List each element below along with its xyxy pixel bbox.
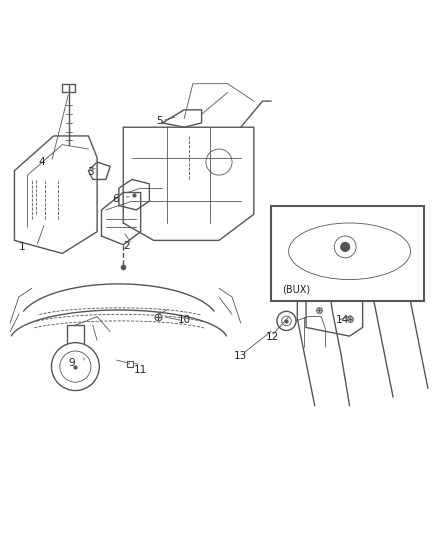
Text: 5: 5 [156,116,162,126]
Bar [271,206,424,301]
Ellipse shape [289,223,410,279]
Text: 14: 14 [336,314,349,325]
Text: 11: 11 [134,365,147,375]
Text: 7: 7 [304,276,311,286]
Text: 6: 6 [113,194,119,204]
Text: 12: 12 [266,332,279,342]
Text: 9: 9 [69,358,75,368]
Text: 10: 10 [178,314,191,325]
Text: 4: 4 [39,157,45,167]
Text: 13: 13 [234,351,247,361]
Text: 7: 7 [306,274,312,285]
Text: 2: 2 [123,240,130,251]
Circle shape [341,243,350,251]
Text: 1: 1 [19,242,25,252]
Text: (BUX): (BUX) [282,285,310,295]
Text: 3: 3 [87,167,93,176]
